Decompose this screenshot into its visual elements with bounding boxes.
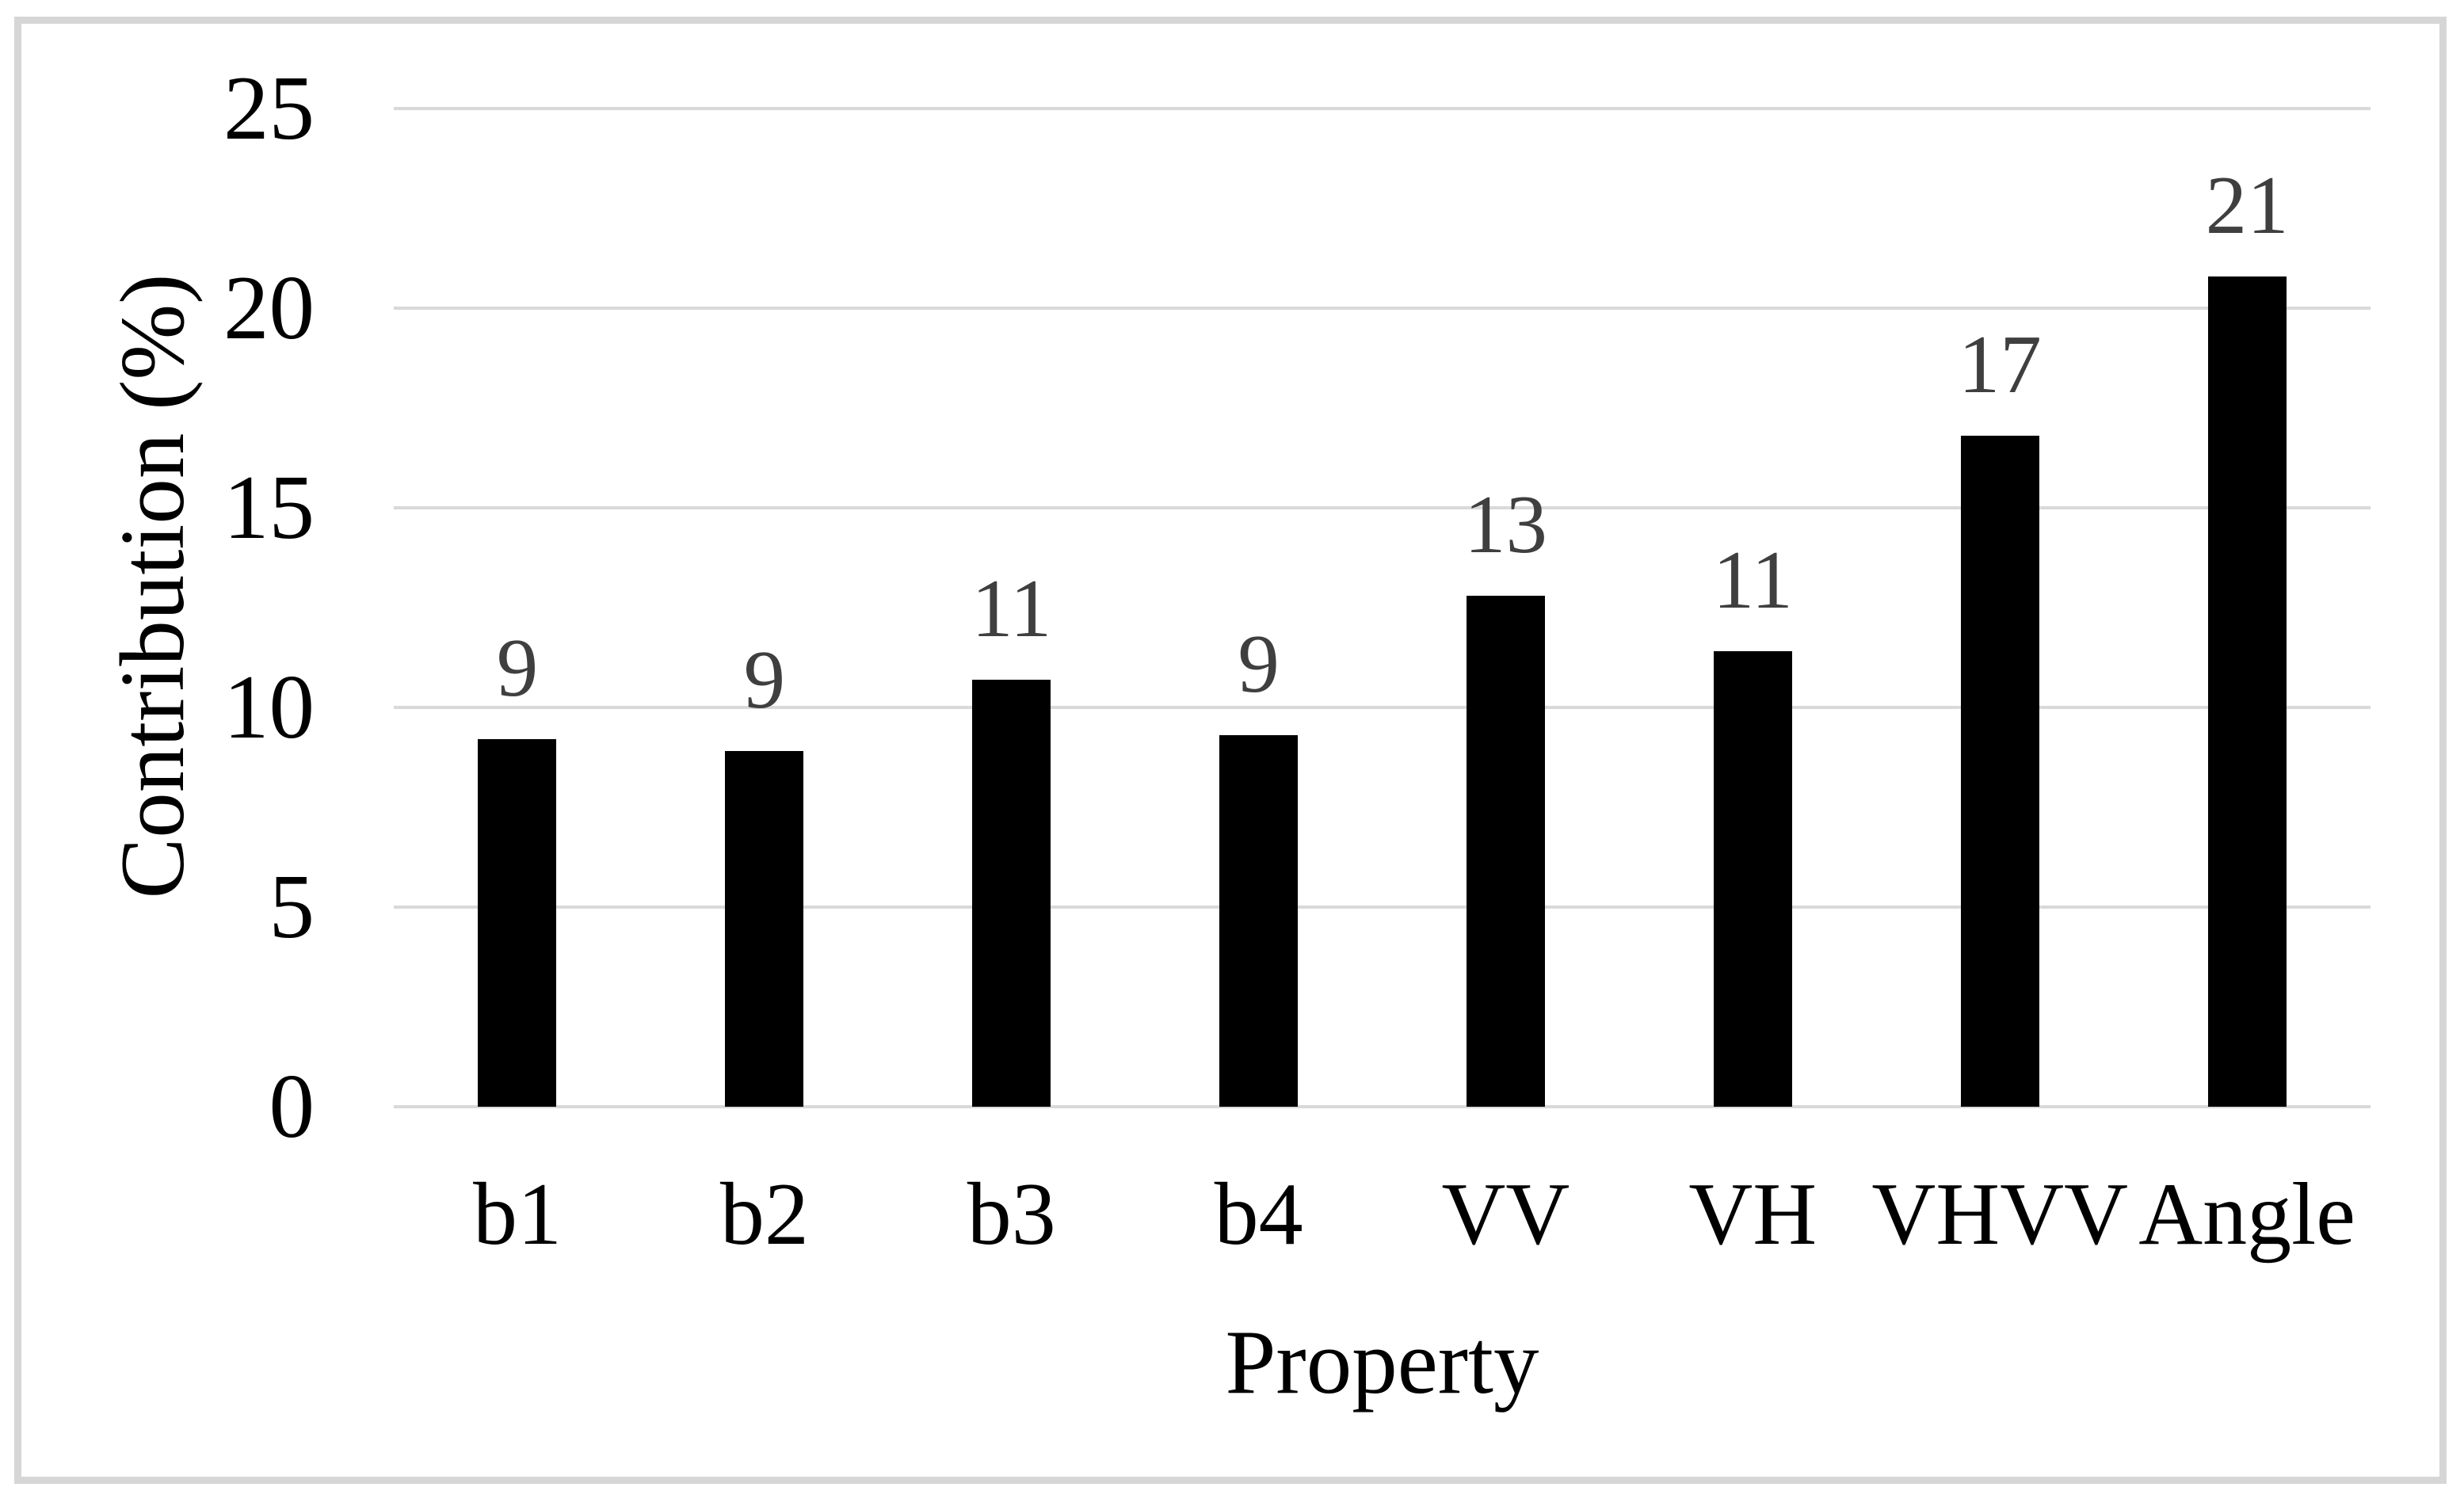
y-tick-label-5: 5 [269,856,315,957]
bar-value-label-b2: 9 [743,633,786,726]
bar-VHVV [1960,436,2039,1107]
bar-b3 [972,679,1051,1107]
y-tick-label-15: 15 [223,457,315,558]
gridline-y-20 [394,307,2371,310]
x-category-label-VH: VH [1688,1165,1817,1264]
bar-VV [1466,595,1545,1107]
plot-area: 9 9 11 9 13 11 17 21 [394,107,2371,1108]
x-category-label-VV: VV [1441,1165,1570,1264]
bar-Angle [2207,276,2287,1107]
y-tick-label-20: 20 [223,257,315,358]
gridline-y-25 [394,107,2371,110]
y-axis-title: Contribution (%) [102,273,203,899]
x-category-label-b3: b3 [967,1165,1056,1264]
gridline-y-10 [394,706,2371,709]
x-category-label-b4: b4 [1214,1165,1303,1264]
gridline-y-15 [394,506,2371,509]
bar-b2 [725,751,804,1107]
x-category-label-Angle: Angle [2138,1165,2355,1264]
bar-value-label-VH: 11 [1712,533,1793,627]
bar-VH [1713,651,1792,1107]
gridline-y-5 [394,906,2371,909]
gridline-y-0 [394,1105,2371,1108]
bar-value-label-VV: 13 [1463,477,1547,570]
bar-value-label-Angle: 21 [2205,158,2289,251]
x-category-label-b1: b1 [472,1165,562,1264]
bar-b4 [1219,735,1299,1107]
y-tick-label-25: 25 [223,58,315,158]
y-tick-label-0: 0 [269,1056,315,1157]
bar-value-label-b3: 11 [971,561,1052,654]
x-axis-title: Property [1225,1312,1539,1413]
y-tick-label-10: 10 [223,657,315,757]
bar-b1 [478,739,557,1107]
x-category-label-b2: b2 [719,1165,809,1264]
figure-border [14,17,2447,1484]
bar-value-label-b4: 9 [1238,617,1280,711]
bar-value-label-VHVV: 17 [1958,318,2042,411]
bar-value-label-b1: 9 [496,621,539,715]
x-category-label-VHVV: VHVV [1871,1165,2128,1264]
